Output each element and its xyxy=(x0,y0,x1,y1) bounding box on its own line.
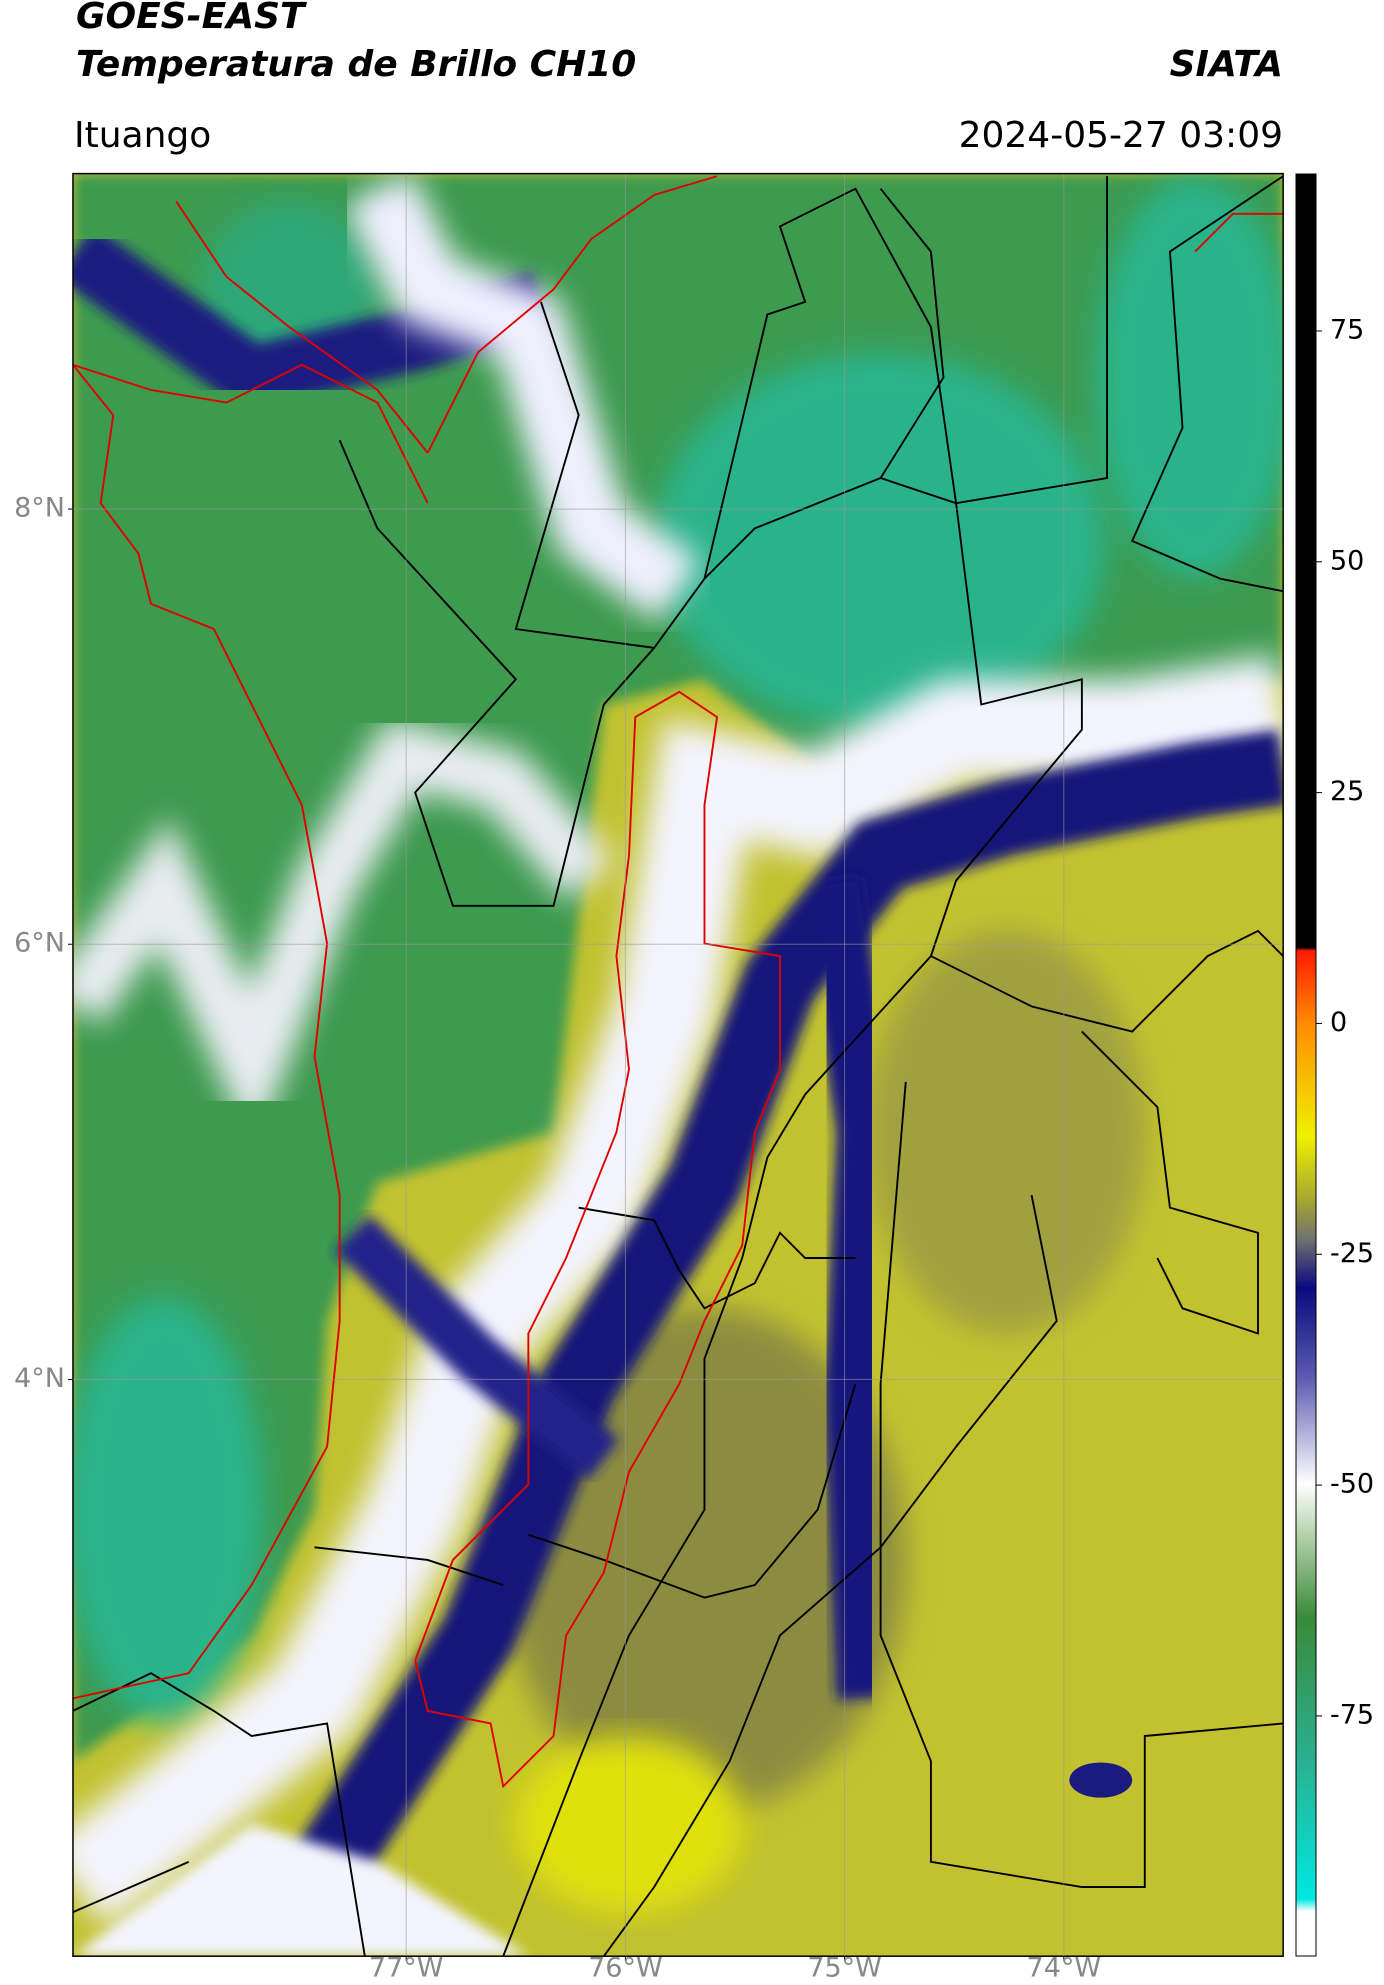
colorbar xyxy=(1295,173,1317,1957)
colorbar-label: -75 xyxy=(1330,1699,1374,1730)
region-outline xyxy=(72,175,1284,1789)
title: GOES-EAST xyxy=(76,0,307,37)
y-tick-label: 6°N xyxy=(14,928,65,959)
colorbar-label: 25 xyxy=(1330,776,1364,807)
satellite-image xyxy=(72,173,1284,1957)
colorbar-label: -25 xyxy=(1330,1238,1374,1269)
y-tick-label: 4°N xyxy=(14,1363,65,1394)
location: Ituango xyxy=(74,115,211,156)
x-tick-label: 74°W xyxy=(1027,1953,1102,1982)
subtitle: Temperatura de Brillo CH10 xyxy=(76,44,636,85)
colorbar-label: 75 xyxy=(1330,314,1364,345)
y-tick-label: 8°N xyxy=(14,493,65,524)
map xyxy=(72,172,1284,1957)
colorbar-label: -50 xyxy=(1330,1469,1374,1500)
colorbar-label: 0 xyxy=(1330,1007,1347,1038)
borders xyxy=(72,175,1284,1957)
x-tick-label: 76°W xyxy=(588,1953,663,1982)
colorbar-label: 50 xyxy=(1330,545,1364,576)
source: SIATA xyxy=(1170,44,1283,85)
timestamp: 2024-05-27 03:09 xyxy=(959,115,1283,156)
x-tick-label: 77°W xyxy=(369,1953,444,1982)
x-tick-label: 75°W xyxy=(807,1953,882,1982)
